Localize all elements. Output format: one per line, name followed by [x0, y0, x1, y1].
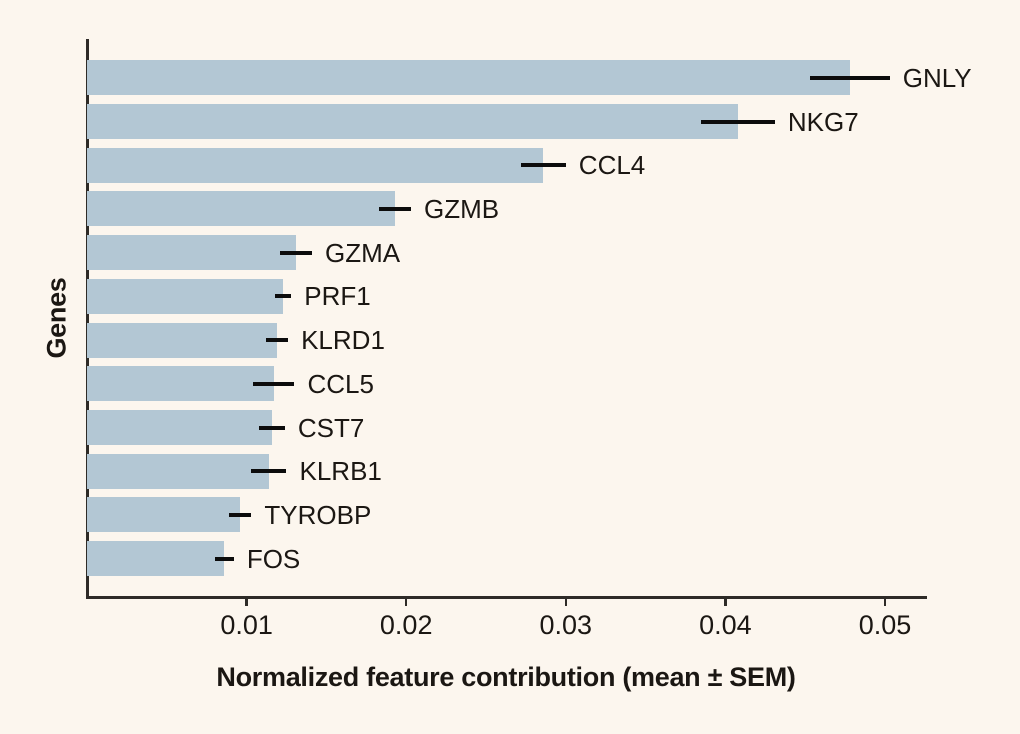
x-tick-label: 0.01 — [220, 610, 273, 640]
bar-row: GZMA — [87, 231, 925, 275]
bar — [87, 453, 269, 489]
bar — [87, 541, 225, 577]
x-axis-spine — [85, 596, 927, 599]
x-axis-title: Normalized feature contribution (mean ± … — [216, 662, 796, 692]
bar-row: FOS — [87, 537, 925, 581]
bar-row: NKG7 — [87, 100, 925, 144]
bar — [87, 235, 297, 271]
x-tick-label: 0.02 — [379, 610, 433, 640]
y-axis-spine — [85, 39, 89, 599]
error-bar — [521, 163, 566, 168]
x-tick-mark — [564, 597, 568, 606]
error-bar — [275, 294, 292, 299]
y-axis-title: Genes — [41, 277, 72, 359]
bar-row: PRF1 — [87, 275, 925, 319]
bar-row: CST7 — [87, 406, 925, 450]
bar — [87, 147, 544, 183]
x-tick-label: 0.04 — [699, 610, 752, 640]
error-bar — [252, 381, 295, 386]
bar-row: KLRD1 — [87, 318, 925, 362]
plot-area: GNLY NKG7 CCL4 GZMB GZMA PRF1 KLRD1 CCL5 CST7 KLR… — [87, 40, 972, 597]
bar-label: PRF1 — [304, 281, 371, 312]
bar-label: GZMA — [325, 237, 401, 268]
bar — [87, 497, 241, 533]
error-bar — [259, 425, 285, 430]
x-tick-label: 0.05 — [858, 610, 912, 640]
bar-row: KLRB1 — [87, 449, 925, 493]
bar — [87, 410, 273, 446]
error-bar — [809, 75, 890, 80]
bar-label: CCL4 — [578, 150, 646, 181]
bar — [87, 366, 274, 402]
error-bar — [251, 469, 287, 474]
error-bar — [701, 119, 775, 124]
bar — [87, 278, 284, 314]
bar-label: NKG7 — [787, 106, 859, 137]
bar — [87, 322, 277, 358]
x-tick-mark — [245, 597, 248, 606]
error-bar — [229, 513, 252, 518]
bar-row: CCL4 — [87, 143, 925, 187]
bar-row: GNLY — [87, 56, 972, 100]
x-tick-mark — [404, 597, 408, 606]
error-bar — [280, 250, 313, 255]
error-bar — [214, 556, 234, 561]
bar-label: GNLY — [902, 62, 972, 93]
bar-label: KLRD1 — [301, 325, 385, 356]
bar-row: TYROBP — [87, 493, 925, 537]
error-bar — [265, 338, 289, 343]
bar — [87, 191, 396, 227]
x-tick-mark — [883, 597, 887, 606]
bar-label: TYROBP — [264, 500, 372, 531]
error-bar — [379, 207, 411, 212]
x-tick-label: 0.03 — [539, 610, 593, 640]
bar-label: CCL5 — [307, 368, 374, 399]
bar-row: CCL5 — [87, 362, 925, 406]
x-axis-ticks: 0.01 0.02 0.03 0.04 0.05 — [87, 597, 925, 657]
bar — [87, 104, 739, 140]
bar — [87, 60, 850, 96]
bars-container: GNLY NKG7 CCL4 GZMB GZMA PRF1 KLRD1 CCL5 CST7 KLR… — [87, 56, 972, 581]
bar-label: CST7 — [297, 412, 365, 443]
bar-label: GZMB — [423, 194, 500, 225]
x-tick-mark — [724, 597, 727, 606]
bar-label: KLRB1 — [299, 456, 382, 487]
bar-label: FOS — [246, 543, 301, 574]
bar-row: GZMB — [87, 187, 925, 231]
